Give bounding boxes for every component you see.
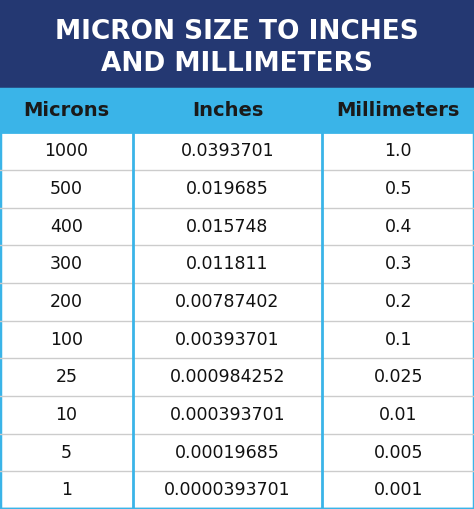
Text: 400: 400	[50, 217, 83, 236]
Bar	[0, 208, 474, 245]
Text: 0.011811: 0.011811	[186, 255, 269, 273]
Bar	[0, 0, 474, 89]
Text: 0.015748: 0.015748	[186, 217, 269, 236]
Text: 0.0393701: 0.0393701	[181, 142, 274, 160]
Bar	[0, 358, 474, 396]
Bar	[0, 89, 474, 509]
Bar	[0, 396, 474, 434]
Text: 0.005: 0.005	[374, 443, 423, 462]
Text: AND MILLIMETERS: AND MILLIMETERS	[101, 51, 373, 77]
Bar	[0, 245, 474, 283]
Bar	[0, 132, 474, 170]
Text: 300: 300	[50, 255, 83, 273]
Text: 0.4: 0.4	[384, 217, 412, 236]
Text: 0.01: 0.01	[379, 406, 418, 424]
Bar	[0, 434, 474, 471]
Text: 0.00393701: 0.00393701	[175, 330, 280, 349]
Bar	[0, 471, 474, 509]
Text: 0.0000393701: 0.0000393701	[164, 481, 291, 499]
Bar	[0, 283, 474, 321]
Text: Microns: Microns	[23, 101, 109, 120]
Text: 0.00787402: 0.00787402	[175, 293, 280, 311]
Bar	[0, 89, 474, 132]
Bar	[0, 170, 474, 208]
Text: 0.000984252: 0.000984252	[170, 368, 285, 386]
Bar	[0, 321, 474, 358]
Text: MICRON SIZE TO INCHES: MICRON SIZE TO INCHES	[55, 19, 419, 45]
Text: 200: 200	[50, 293, 83, 311]
Text: 0.025: 0.025	[374, 368, 423, 386]
Text: 0.2: 0.2	[384, 293, 412, 311]
Text: 0.000393701: 0.000393701	[170, 406, 285, 424]
Text: Inches: Inches	[192, 101, 263, 120]
Text: 25: 25	[55, 368, 77, 386]
Text: 1000: 1000	[45, 142, 88, 160]
Text: 0.3: 0.3	[384, 255, 412, 273]
Text: 1: 1	[61, 481, 72, 499]
Text: 0.5: 0.5	[384, 180, 412, 198]
Text: 100: 100	[50, 330, 83, 349]
Text: Millimeters: Millimeters	[337, 101, 460, 120]
Text: 5: 5	[61, 443, 72, 462]
Text: 0.1: 0.1	[384, 330, 412, 349]
Text: 1.0: 1.0	[384, 142, 412, 160]
Text: 500: 500	[50, 180, 83, 198]
Text: 0.00019685: 0.00019685	[175, 443, 280, 462]
Text: 10: 10	[55, 406, 77, 424]
Text: 0.019685: 0.019685	[186, 180, 269, 198]
Text: 0.001: 0.001	[374, 481, 423, 499]
